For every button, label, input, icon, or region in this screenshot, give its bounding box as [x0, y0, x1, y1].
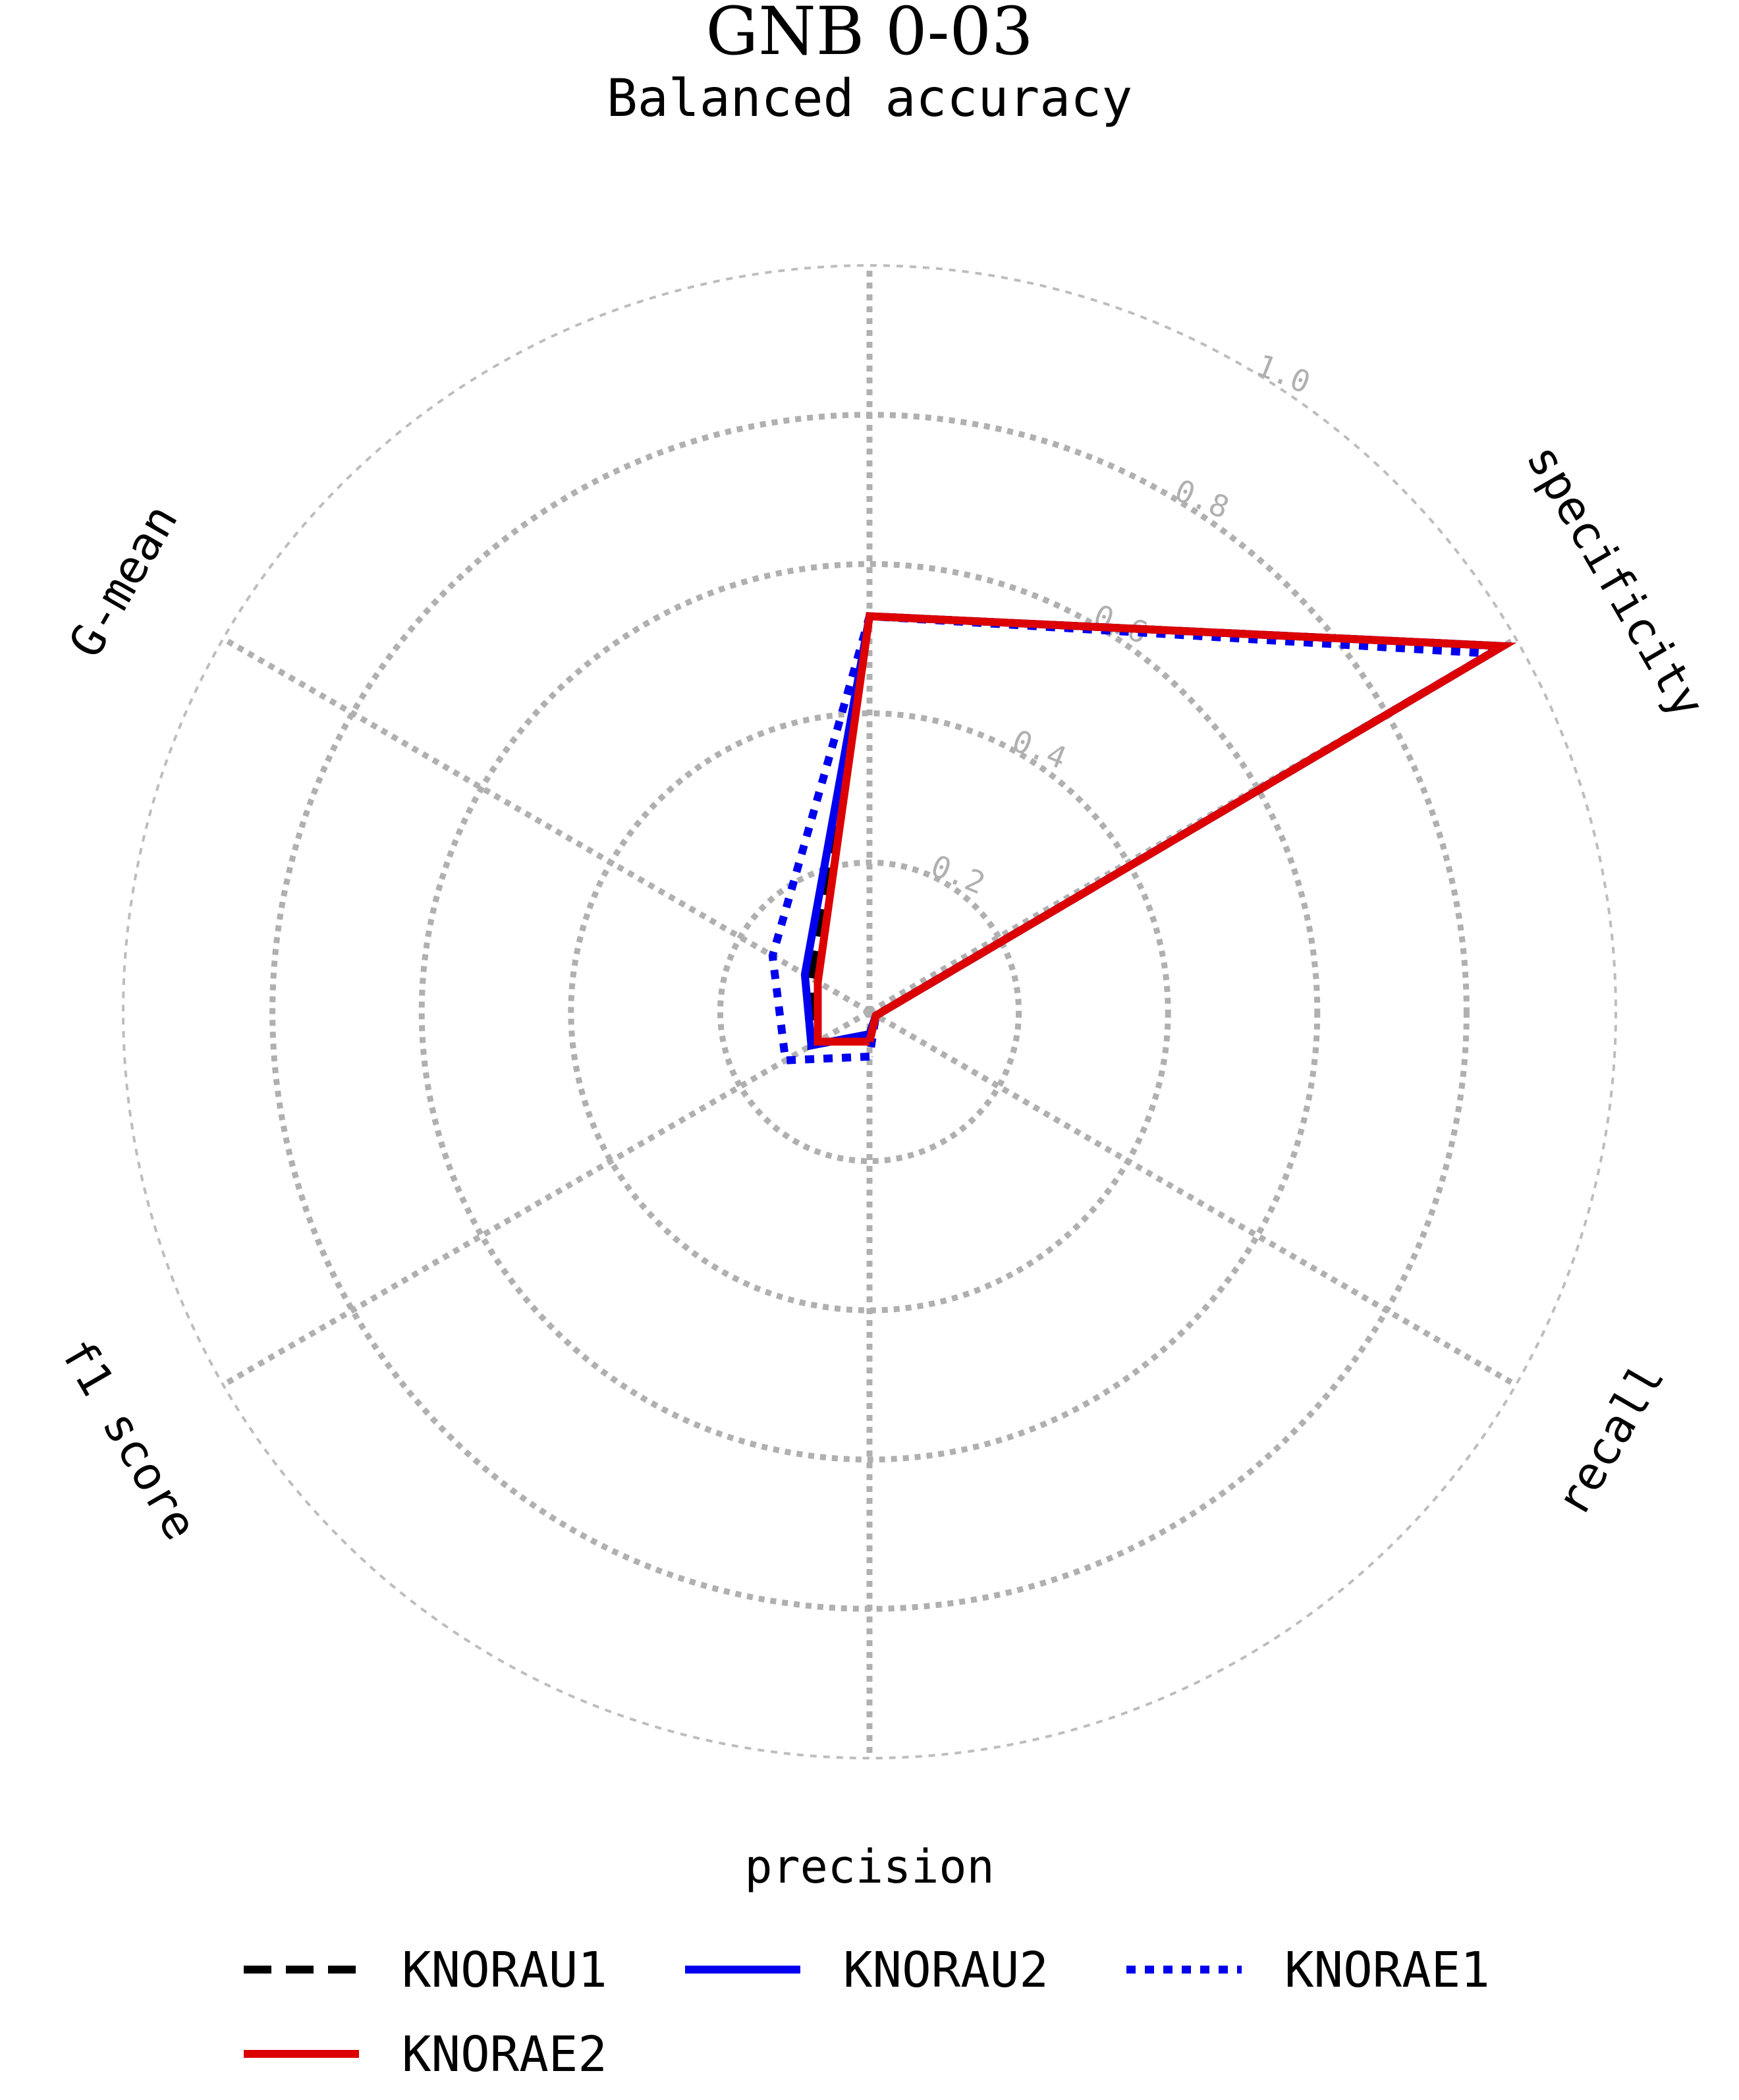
polar-grid [122, 264, 1617, 1759]
series-line [800, 612, 1516, 1051]
tick-label: 0.4 [1007, 723, 1071, 776]
chart-title: GNB 0-03 [705, 0, 1033, 70]
axis-label: precision [744, 1840, 994, 1894]
grid-ring [568, 710, 1171, 1313]
tick-label: 0.8 [1170, 472, 1234, 526]
grid-spoke [221, 1009, 871, 1388]
axis-label: recall [1545, 1354, 1674, 1525]
legend-label: KNORAE2 [402, 2026, 607, 2083]
tick-label: 0.2 [926, 848, 990, 901]
series-line [768, 612, 1503, 1064]
series-lines [768, 612, 1516, 1064]
chart-subtitle: Balanced accuracy [607, 69, 1132, 128]
grid-ring [122, 264, 1617, 1759]
tick-label: 1.0 [1252, 347, 1315, 401]
legend-label: KNORAE1 [1284, 1942, 1490, 1999]
legend: KNORAU1 KNORAU2 KNORAE1 KNORAE2 [244, 1942, 1490, 2083]
axis-label: f1 score [50, 1330, 208, 1549]
grid-spoke [868, 1009, 1518, 1388]
axis-label: G-mean [59, 495, 188, 667]
axis-label: specificity [1516, 435, 1715, 727]
legend-label: KNORAU1 [402, 1942, 607, 1999]
legend-label: KNORAU2 [843, 1942, 1049, 1999]
axis-labels: precision f1 score G-mean specificity recall [50, 435, 1715, 1894]
series-line [814, 612, 1516, 1046]
grid-ring [717, 859, 1022, 1165]
grid-ring [418, 561, 1321, 1463]
series-line [807, 612, 1516, 1051]
grid-spoke [221, 636, 871, 1014]
